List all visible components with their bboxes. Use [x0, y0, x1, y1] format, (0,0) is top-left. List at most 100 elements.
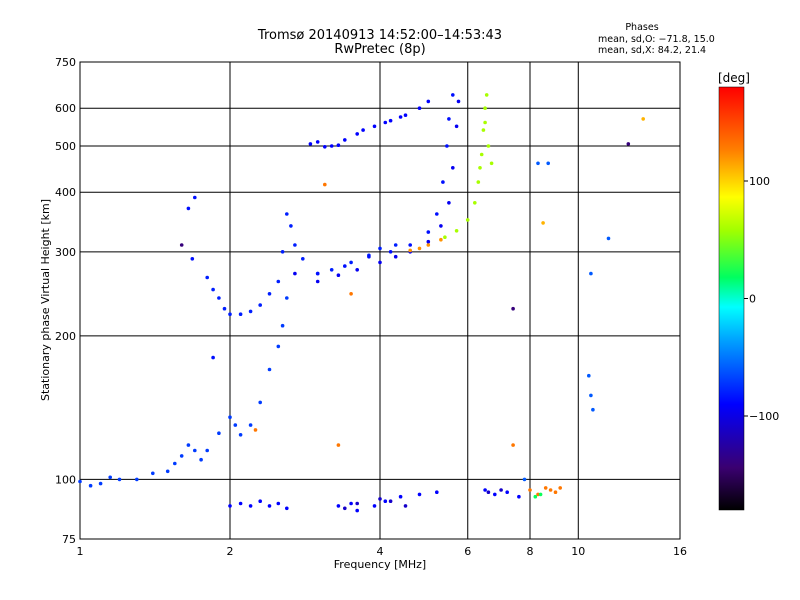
y-tick-label: 200 [55, 330, 76, 343]
data-point [451, 93, 455, 97]
y-tick-label: 100 [55, 473, 76, 486]
data-point [98, 481, 103, 486]
data-point [336, 273, 341, 278]
data-point [606, 236, 611, 241]
data-point [205, 448, 209, 453]
stats-heading: Phases [625, 22, 659, 33]
data-point [536, 492, 540, 497]
y-tick-label: 750 [55, 56, 76, 69]
data-point [253, 428, 258, 432]
data-point [289, 224, 293, 228]
data-point [486, 144, 491, 148]
data-point [447, 117, 451, 121]
y-tick-label: 600 [55, 102, 76, 115]
data-point [587, 373, 591, 378]
data-point [151, 471, 155, 476]
data-point [211, 355, 215, 360]
data-point [536, 161, 540, 166]
data-point [285, 296, 289, 300]
data-point [489, 161, 494, 166]
data-point [233, 423, 238, 427]
data-point [217, 296, 221, 300]
data-point [367, 254, 371, 259]
colorbar-tick-label: 100 [749, 175, 770, 188]
data-point [378, 497, 382, 501]
data-point [323, 182, 327, 187]
data-point [538, 492, 543, 497]
data-point [355, 132, 360, 136]
data-point [398, 494, 403, 499]
y-axis-label: Stationary phase Virtual Height [km] [39, 199, 52, 401]
data-point [522, 477, 527, 482]
data-point [186, 206, 191, 211]
x-tick-label: 2 [227, 545, 234, 558]
data-point [388, 118, 393, 123]
x-axis-label: Frequency [MHz] [334, 558, 426, 571]
data-point [343, 264, 347, 268]
data-point [267, 504, 272, 508]
data-point [589, 393, 593, 398]
data-point [285, 506, 289, 511]
data-point [285, 212, 289, 216]
data-point [329, 144, 334, 148]
data-point [543, 486, 548, 490]
data-point [451, 166, 455, 170]
data-point [343, 138, 347, 142]
data-point [408, 243, 413, 247]
data-point [343, 506, 347, 511]
data-point [315, 279, 320, 284]
data-point [293, 271, 297, 276]
data-point [476, 180, 481, 184]
data-point [248, 423, 253, 427]
y-tick-label: 500 [55, 140, 76, 153]
data-point [558, 486, 562, 490]
data-point [280, 250, 285, 254]
data-point [199, 457, 203, 462]
data-point [393, 254, 398, 259]
data-point [193, 195, 197, 200]
data-point [473, 201, 477, 205]
data-point [238, 501, 243, 506]
data-point [193, 448, 197, 453]
data-point [417, 492, 422, 497]
data-point [641, 117, 645, 121]
data-point [484, 93, 489, 97]
chart-title: Tromsø 20140913 14:52:00–14:53:43 [257, 28, 503, 43]
x-tick-label: 4 [377, 545, 384, 558]
data-point [546, 161, 550, 166]
x-tick-label: 10 [571, 545, 585, 558]
data-point [417, 106, 422, 110]
data-point [217, 431, 221, 436]
y-axis-ticks: 75 100 200 300 400 500 600 750 [55, 56, 76, 546]
data-point [626, 142, 631, 146]
data-point [361, 128, 365, 132]
data-point [228, 312, 232, 317]
data-point [280, 323, 285, 328]
data-point [190, 257, 195, 261]
data-point [426, 239, 431, 244]
data-point [355, 501, 360, 506]
data-point [372, 124, 377, 129]
data-point [439, 237, 443, 242]
data-point [135, 477, 139, 482]
data-point [308, 142, 313, 146]
data-point [315, 271, 320, 276]
data-point [548, 488, 553, 492]
data-point [238, 312, 243, 317]
x-axis-ticks: 1 2 4 6 8 10 16 [77, 545, 688, 558]
data-point [378, 260, 382, 265]
data-point [388, 250, 393, 254]
data-point [445, 144, 449, 148]
data-point [393, 243, 398, 247]
data-point [349, 501, 353, 506]
x-tick-label: 16 [673, 545, 687, 558]
x-tick-label: 8 [527, 545, 534, 558]
data-point [222, 306, 227, 311]
data-point [454, 124, 459, 129]
data-point [179, 454, 184, 458]
colorbar-tick-label: −100 [749, 410, 779, 423]
data-point [517, 494, 521, 499]
data-point [493, 492, 497, 497]
data-point [426, 230, 431, 234]
data-point [591, 407, 595, 412]
